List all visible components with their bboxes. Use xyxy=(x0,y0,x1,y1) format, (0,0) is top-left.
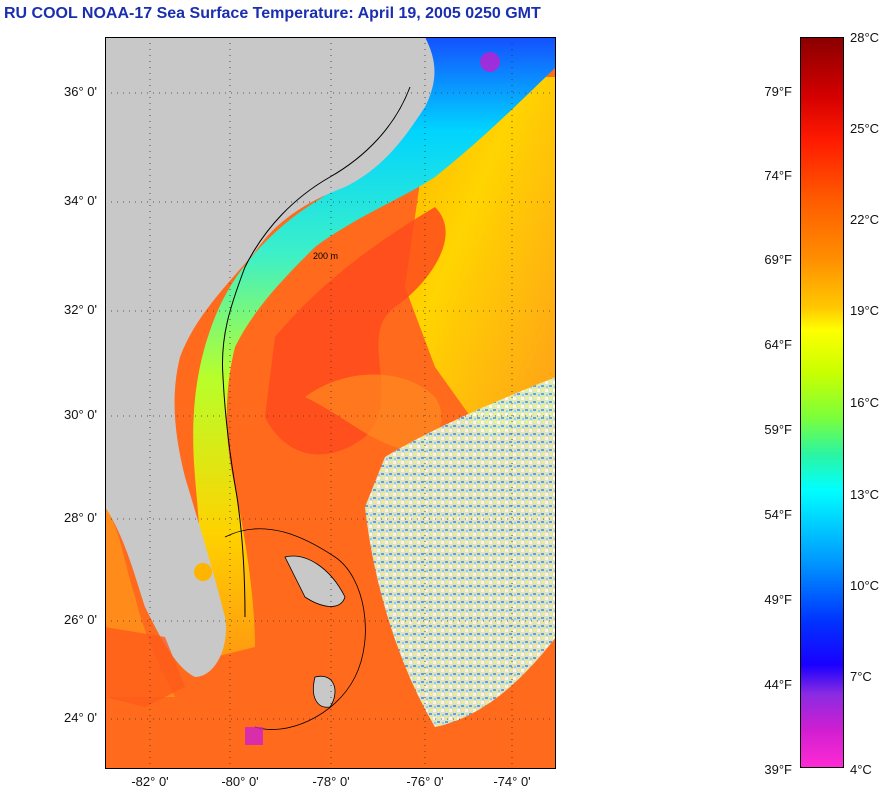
lon-label-78: -78° 0' xyxy=(312,774,350,789)
colorbar-c-22: 22°C xyxy=(850,212,880,227)
eddy xyxy=(305,374,442,449)
lat-label-28: 28° 0' xyxy=(64,510,97,525)
lon-label-80: -80° 0' xyxy=(221,774,259,789)
colorbar-c-7: 7°C xyxy=(850,669,872,684)
page-title: RU COOL NOAA-17 Sea Surface Temperature:… xyxy=(4,5,541,22)
colorbar-c-25: 25°C xyxy=(850,121,880,136)
temperature-colorbar xyxy=(800,37,844,768)
colorbar-f-54: 54°F xyxy=(764,507,792,522)
lon-label-74: -74° 0' xyxy=(493,774,531,789)
lat-label-24: 24° 0' xyxy=(64,710,97,725)
bahamas xyxy=(284,555,346,607)
colorbar-c-13: 13°C xyxy=(850,487,880,502)
colorbar-f-49: 49°F xyxy=(764,592,792,607)
lake-okeechobee xyxy=(194,563,212,581)
graticule xyxy=(105,37,556,769)
colorbar-c-28: 28°C xyxy=(850,30,880,45)
lat-label-34: 34° 0' xyxy=(64,193,97,208)
colorbar-c-4: 4°C xyxy=(850,762,872,777)
colorbar-f-79: 79°F xyxy=(764,84,792,99)
sst-map: 200 m xyxy=(105,37,556,769)
lat-label-30: 30° 0' xyxy=(64,407,97,422)
colorbar-c-19: 19°C xyxy=(850,303,880,318)
colorbar-c-10: 10°C xyxy=(850,578,880,593)
sst-map-graphic: 200 m xyxy=(105,37,556,769)
land-mass xyxy=(105,37,435,677)
colorbar-f-69: 69°F xyxy=(764,252,792,267)
contour-200m xyxy=(221,86,411,618)
colorbar-f-44: 44°F xyxy=(764,677,792,692)
lon-label-76: -76° 0' xyxy=(406,774,444,789)
lat-label-26: 26° 0' xyxy=(64,612,97,627)
gulf-stream xyxy=(265,207,446,455)
contour-label: 200 m xyxy=(313,251,338,261)
lon-label-82: -82° 0' xyxy=(131,774,169,789)
colorbar-f-74: 74°F xyxy=(764,168,792,183)
colorbar-f-59: 59°F xyxy=(764,422,792,437)
colorbar-f-39: 39°F xyxy=(764,762,792,777)
lat-label-32: 32° 0' xyxy=(64,302,97,317)
cloud-cover xyxy=(365,377,556,727)
lat-label-36: 36° 0' xyxy=(64,84,97,99)
colorbar-c-16: 16°C xyxy=(850,395,880,410)
colorbar-f-64: 64°F xyxy=(764,337,792,352)
